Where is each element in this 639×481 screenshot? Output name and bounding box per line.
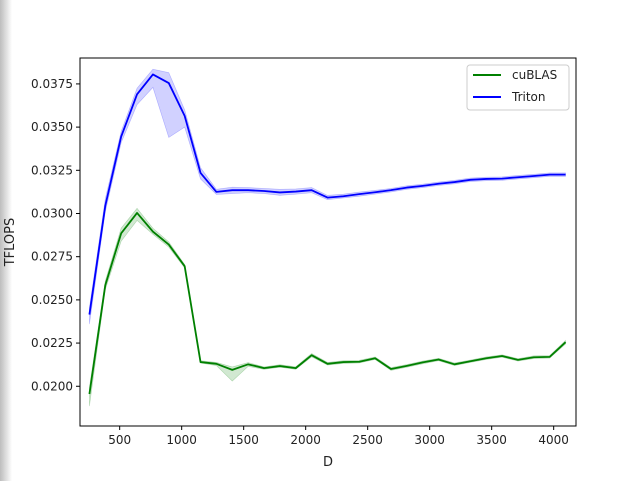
x-tick-label: 500 bbox=[108, 433, 131, 447]
point-triton bbox=[564, 173, 566, 175]
point-cublas bbox=[215, 363, 217, 365]
point-cublas bbox=[517, 359, 519, 361]
point-triton bbox=[437, 183, 439, 185]
point-cublas bbox=[247, 363, 249, 365]
point-cublas bbox=[390, 368, 392, 370]
y-axis-title: TFLOPS bbox=[3, 218, 18, 268]
point-triton bbox=[215, 191, 217, 193]
point-cublas bbox=[295, 367, 297, 369]
x-axis-ticks: 500 1000 1500 2000 2500 3000 3500 4000 bbox=[108, 426, 569, 447]
plot-area-frame bbox=[79, 57, 577, 427]
point-cublas bbox=[485, 357, 487, 359]
point-triton bbox=[501, 177, 503, 179]
point-triton bbox=[326, 196, 328, 198]
point-cublas bbox=[183, 265, 185, 267]
point-cublas bbox=[358, 361, 360, 363]
point-cublas bbox=[152, 230, 154, 232]
legend: cuBLAS Triton bbox=[466, 64, 570, 111]
point-cublas bbox=[501, 355, 503, 357]
point-triton bbox=[279, 191, 281, 193]
point-triton bbox=[533, 175, 535, 177]
point-triton bbox=[295, 190, 297, 192]
point-triton bbox=[469, 179, 471, 181]
point-cublas bbox=[342, 361, 344, 363]
point-triton bbox=[88, 313, 90, 315]
point-triton bbox=[183, 115, 185, 117]
x-axis-title: D bbox=[323, 455, 333, 470]
y-tick-label: 0.0300 bbox=[31, 206, 73, 220]
band-cublas bbox=[89, 207, 566, 407]
point-cublas bbox=[310, 354, 312, 356]
point-triton bbox=[310, 189, 312, 191]
point-triton bbox=[485, 178, 487, 180]
point-cublas bbox=[136, 212, 138, 214]
point-cublas bbox=[263, 367, 265, 369]
point-cublas bbox=[168, 243, 170, 245]
x-tick-label: 4000 bbox=[538, 433, 569, 447]
point-triton bbox=[231, 189, 233, 191]
point-triton bbox=[453, 181, 455, 183]
y-axis-ticks: 0.0200 0.0225 0.0250 0.0275 0.0300 0.0325 0.03… bbox=[31, 77, 80, 393]
point-cublas bbox=[199, 361, 201, 363]
y-tick-label: 0.0350 bbox=[31, 120, 73, 134]
point-triton bbox=[104, 205, 106, 207]
point-cublas bbox=[453, 363, 455, 365]
point-cublas bbox=[406, 365, 408, 367]
y-tick-label: 0.0225 bbox=[31, 336, 73, 350]
y-tick-label: 0.0375 bbox=[31, 77, 73, 91]
x-tick-label: 1500 bbox=[228, 433, 259, 447]
point-cublas bbox=[88, 393, 90, 395]
point-triton bbox=[263, 190, 265, 192]
x-tick-label: 2500 bbox=[352, 433, 383, 447]
y-tick-label: 0.0325 bbox=[31, 163, 73, 177]
point-triton bbox=[549, 173, 551, 175]
point-triton bbox=[390, 189, 392, 191]
series-line-triton bbox=[88, 73, 566, 315]
point-cublas bbox=[104, 284, 106, 286]
legend-box bbox=[466, 64, 570, 111]
x-tick-label: 2000 bbox=[290, 433, 321, 447]
point-triton bbox=[168, 82, 170, 84]
point-cublas bbox=[533, 356, 535, 358]
point-triton bbox=[374, 191, 376, 193]
point-cublas bbox=[326, 363, 328, 365]
y-tick-label: 0.0275 bbox=[31, 250, 73, 264]
point-cublas bbox=[231, 369, 233, 371]
point-triton bbox=[120, 135, 122, 137]
point-cublas bbox=[437, 358, 439, 360]
point-triton bbox=[342, 195, 344, 197]
point-cublas bbox=[469, 360, 471, 362]
point-triton bbox=[136, 93, 138, 95]
y-tick-label: 0.0250 bbox=[31, 293, 73, 307]
point-cublas bbox=[564, 341, 566, 343]
point-triton bbox=[199, 172, 201, 174]
point-cublas bbox=[549, 356, 551, 358]
series-lines bbox=[88, 73, 567, 395]
x-tick-label: 3500 bbox=[476, 433, 507, 447]
x-tick-label: 1000 bbox=[166, 433, 197, 447]
y-tick-label: 0.0200 bbox=[31, 379, 73, 393]
point-cublas bbox=[279, 365, 281, 367]
point-cublas bbox=[422, 361, 424, 363]
series-line-cublas bbox=[88, 212, 567, 395]
point-triton bbox=[358, 193, 360, 195]
point-triton bbox=[517, 176, 519, 178]
point-triton bbox=[247, 189, 249, 191]
window-edge-shadow bbox=[0, 0, 12, 481]
legend-label-triton: Triton bbox=[511, 90, 546, 104]
x-tick-label: 3000 bbox=[414, 433, 445, 447]
legend-label-cublas: cuBLAS bbox=[512, 68, 557, 82]
point-triton bbox=[152, 73, 154, 75]
point-triton bbox=[422, 185, 424, 187]
point-triton bbox=[406, 186, 408, 188]
point-cublas bbox=[120, 232, 122, 234]
point-cublas bbox=[374, 357, 376, 359]
